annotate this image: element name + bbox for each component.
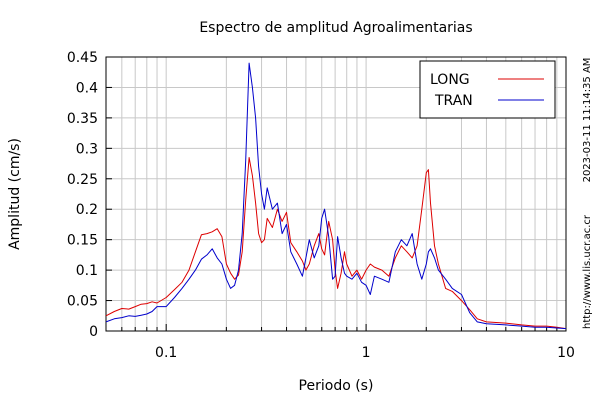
legend-label-long: LONG (430, 72, 470, 88)
y-tick-label: 0.15 (67, 233, 98, 249)
timestamp-text: 2023-03-11 11:14:35 AM (582, 58, 593, 183)
y-axis-label: Amplitud (cm/s) (7, 138, 23, 250)
x-tick-label: 10 (557, 345, 575, 361)
y-tick-label: 0.05 (67, 294, 98, 310)
y-tick-label: 0.35 (67, 111, 98, 127)
y-tick-label: 0.25 (67, 172, 98, 188)
y-tick-label: 0 (89, 324, 98, 340)
series-line-long (105, 157, 567, 330)
y-tick-label: 0.45 (67, 50, 98, 66)
legend-box (419, 60, 556, 119)
x-tick-label: 1 (362, 345, 371, 361)
y-tick-label: 0.3 (76, 141, 98, 157)
legend-label-tran: TRAN (434, 93, 473, 109)
y-tick-label: 0.4 (76, 80, 98, 96)
x-tick-label: 0.1 (155, 345, 177, 361)
series-line-tran (105, 62, 567, 330)
y-tick-label: 0.1 (76, 263, 98, 279)
source-url-text: http://www.lis.ucr.ac.cr (582, 214, 593, 329)
chart-title: Espectro de amplitud Agroalimentarias (199, 20, 472, 36)
legend: LONG TRAN (419, 60, 556, 119)
series-group (105, 62, 567, 330)
axis-ticks: 0 0.05 0.1 0.15 0.2 0.25 0.3 0.35 0.4 0.45 0.1 1 10 (67, 50, 575, 361)
plot-frame (105, 56, 567, 332)
grid (105, 56, 566, 332)
x-axis-label: Periodo (s) (299, 378, 374, 394)
y-tick-label: 0.2 (76, 202, 98, 218)
